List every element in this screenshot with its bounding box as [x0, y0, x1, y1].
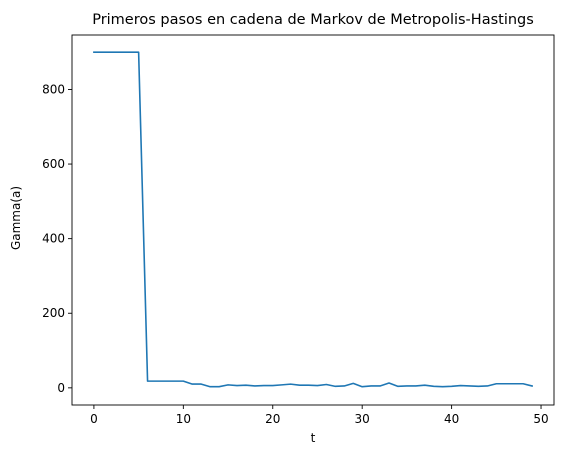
y-tick-label: 200	[42, 306, 65, 320]
plot-area: 0 10 20 30 40 50 0 200 400 600 800	[42, 34, 555, 426]
x-tick-label: 30	[355, 412, 370, 426]
x-tick-label: 10	[176, 412, 191, 426]
series-line-0	[93, 51, 534, 388]
x-tick-label: 40	[444, 412, 459, 426]
y-tick-label: 0	[57, 381, 65, 395]
x-axis-label: t	[311, 431, 316, 445]
y-axis-label: Gamma(a)	[9, 186, 23, 250]
x-tick-label: 0	[90, 412, 98, 426]
y-tick-label: 400	[42, 232, 65, 246]
y-tick-label: 600	[42, 157, 65, 171]
x-tick-label: 50	[533, 412, 548, 426]
y-tick-label: 800	[42, 82, 65, 96]
axes-frame	[71, 34, 555, 406]
chart-title: Primeros pasos en cadena de Markov de Me…	[92, 12, 534, 28]
x-tick-label: 20	[265, 412, 280, 426]
